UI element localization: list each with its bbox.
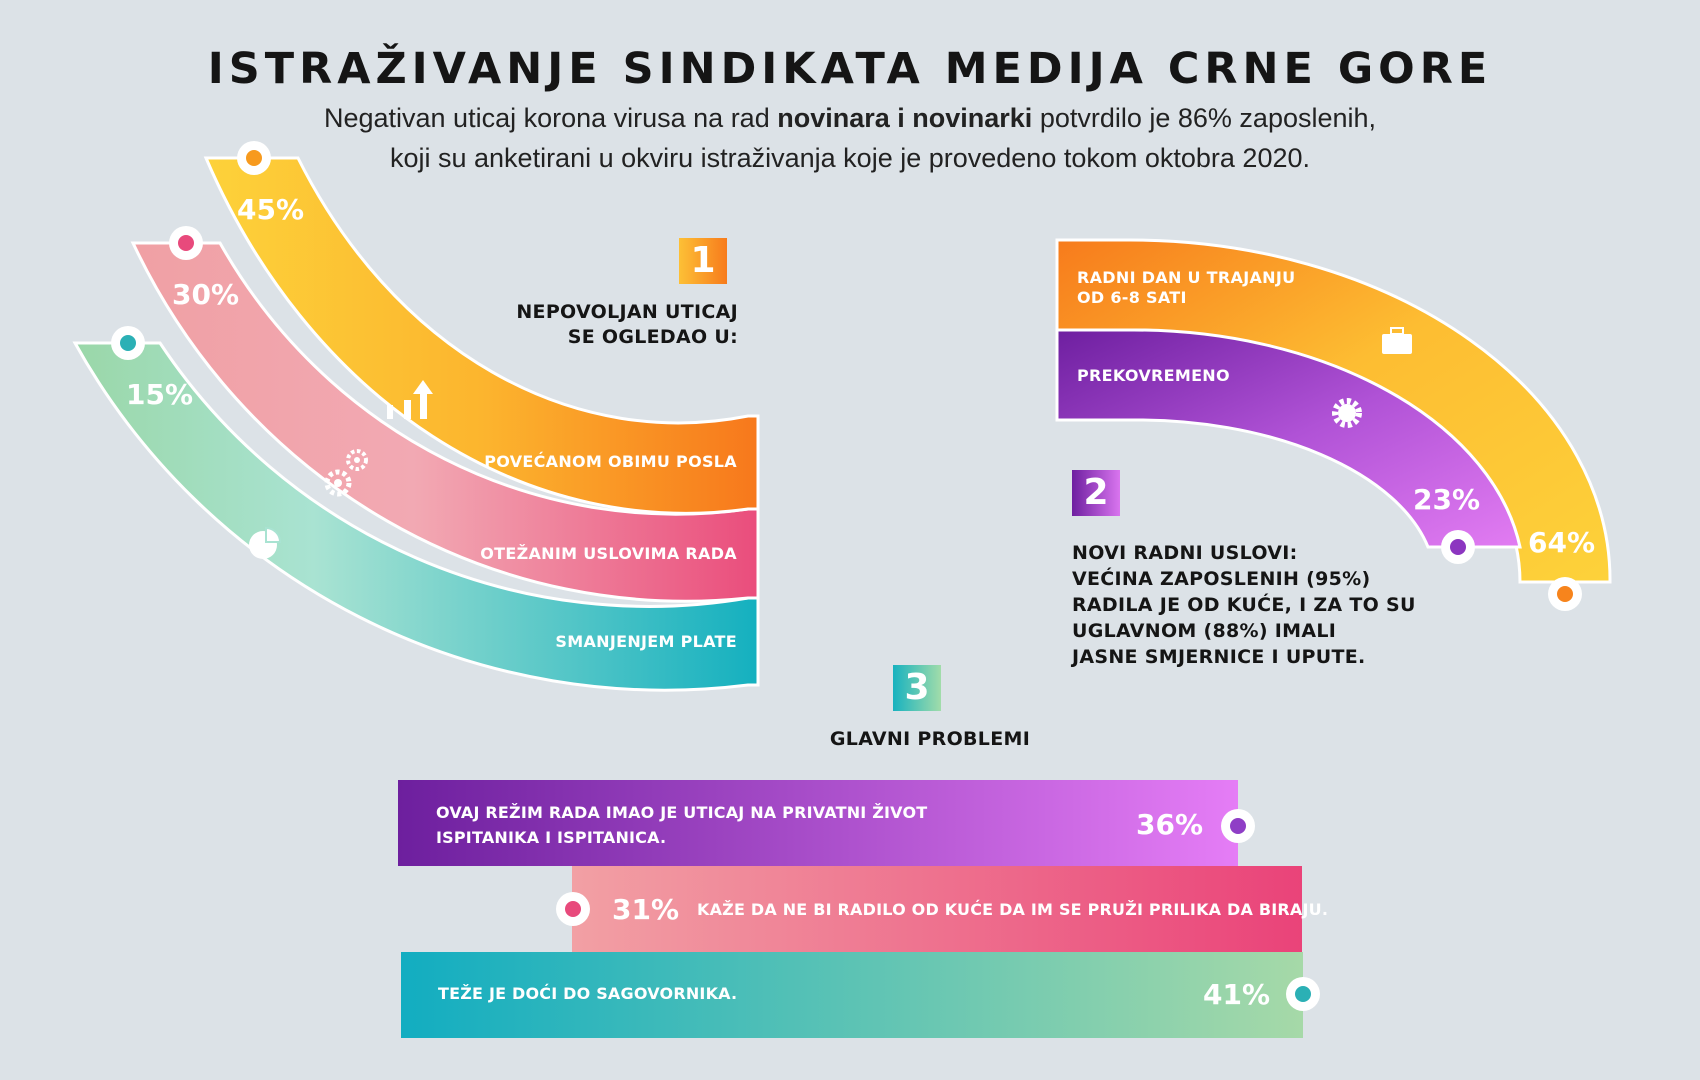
bar-text-privatni-zivot-line1: OVAJ REŽIM RADA IMAO JE UTICAJ NA PRIVAT… <box>436 803 928 822</box>
badge-2-bg <box>1072 470 1120 516</box>
section-3-heading: GLAVNI PROBLEMI <box>829 728 1031 750</box>
marker-41 <box>1286 977 1320 1011</box>
percent-36: 36% <box>1136 808 1204 841</box>
percent-23: 23% <box>1413 483 1481 516</box>
label-radni-dan-line2: OD 6-8 SATI <box>1077 288 1187 307</box>
percent-64: 64% <box>1528 526 1596 559</box>
section-2-heading-line2: VEĆINA ZAPOSLENIH (95%) <box>1072 568 1371 590</box>
subtitle-bold: novinara i novinarki <box>777 103 1033 133</box>
percent-30: 30% <box>172 278 240 311</box>
marker-36 <box>1221 809 1255 843</box>
gear-icon <box>1332 398 1362 428</box>
bar-sagovornika <box>401 952 1303 1038</box>
band-povecanom-obimu <box>203 156 760 515</box>
section-2-heading-line5: JASNE SMJERNICE I UPUTE. <box>1072 646 1366 668</box>
section-1-number: 1 <box>690 240 716 281</box>
section-3-number: 3 <box>904 667 930 708</box>
label-radni-dan: RADNI DAN U TRAJANJU OD 6-8 SATI <box>1077 268 1295 308</box>
label-radni-dan-line1: RADNI DAN U TRAJANJU <box>1077 268 1296 287</box>
section-2-heading-line3: RADILA JE OD KUĆE, I ZA TO SU <box>1072 594 1416 616</box>
pie-chart-icon <box>249 526 282 559</box>
bar-radilo-od-kuce <box>572 866 1302 952</box>
bar-text-privatni-zivot: OVAJ REŽIM RADA IMAO JE UTICAJ NA PRIVAT… <box>436 800 927 850</box>
section-1-heading-line1: NEPOVOLJAN UTICAJ <box>516 301 738 323</box>
briefcase-icon <box>1382 327 1412 354</box>
bar-text-sagovornika: TEŽE JE DOĆI DO SAGOVORNIKA. <box>438 984 738 1003</box>
bar-privatni-zivot <box>398 780 1238 866</box>
bar-text-radilo-od-kuce: KAŽE DA NE BI RADILO OD KUĆE DA IM SE PR… <box>697 900 1329 919</box>
marker-23 <box>1441 530 1475 564</box>
section-1-heading-line2: SE OGLEDAO U: <box>567 326 738 348</box>
percent-15: 15% <box>126 378 194 411</box>
marker-31 <box>556 892 590 926</box>
percent-41: 41% <box>1203 978 1271 1011</box>
subtitle-pre: Negativan uticaj korona virusa na rad <box>323 103 778 133</box>
band-smanjenjem-plate <box>72 341 760 692</box>
label-smanjenjem-plate: SMANJENJEM PLATE <box>555 632 737 651</box>
percent-45: 45% <box>237 193 305 226</box>
gears-icon <box>324 449 368 497</box>
percent-31: 31% <box>612 893 680 926</box>
marker-64 <box>1548 577 1582 611</box>
bar-chart-up-icon <box>387 380 433 419</box>
band-prekovremeno <box>1055 328 1522 549</box>
badge-1-bg <box>679 238 727 284</box>
bar-text-privatni-zivot-line2: ISPITANIKA I ISPITANICA. <box>436 828 667 847</box>
label-povecanom-obimu: POVEĆANOM OBIMU POSLA <box>484 452 737 471</box>
marker-45 <box>237 141 271 175</box>
section-1-heading: NEPOVOLJAN UTICAJ SE OGLEDAO U: <box>480 300 738 350</box>
subtitle-line2: koji su anketirani u okviru istraživanja… <box>389 143 1310 173</box>
badge-3-bg <box>893 665 941 711</box>
page-subtitle: Negativan uticaj korona virusa na rad no… <box>250 98 1450 178</box>
section-2-heading: NOVI RADNI USLOVI: VEĆINA ZAPOSLENIH (95… <box>1072 540 1416 670</box>
marker-30 <box>169 226 203 260</box>
subtitle-post: potvrdilo je 86% zaposlenih, <box>1032 103 1377 133</box>
marker-15 <box>111 326 145 360</box>
section-2-heading-line4: UGLAVNOM (88%) IMALI <box>1072 620 1337 642</box>
band-otezanim-uslovima <box>130 241 760 603</box>
label-otezanim-uslovima: OTEŽANIM USLOVIMA RADA <box>480 544 737 563</box>
section-2-heading-line1: NOVI RADNI USLOVI: <box>1072 542 1298 564</box>
label-prekovremeno: PREKOVREMENO <box>1077 366 1230 385</box>
page-title: ISTRAŽIVANJE SINDIKATA MEDIJA CRNE GORE <box>207 44 1493 94</box>
section-2-number: 2 <box>1083 472 1109 513</box>
